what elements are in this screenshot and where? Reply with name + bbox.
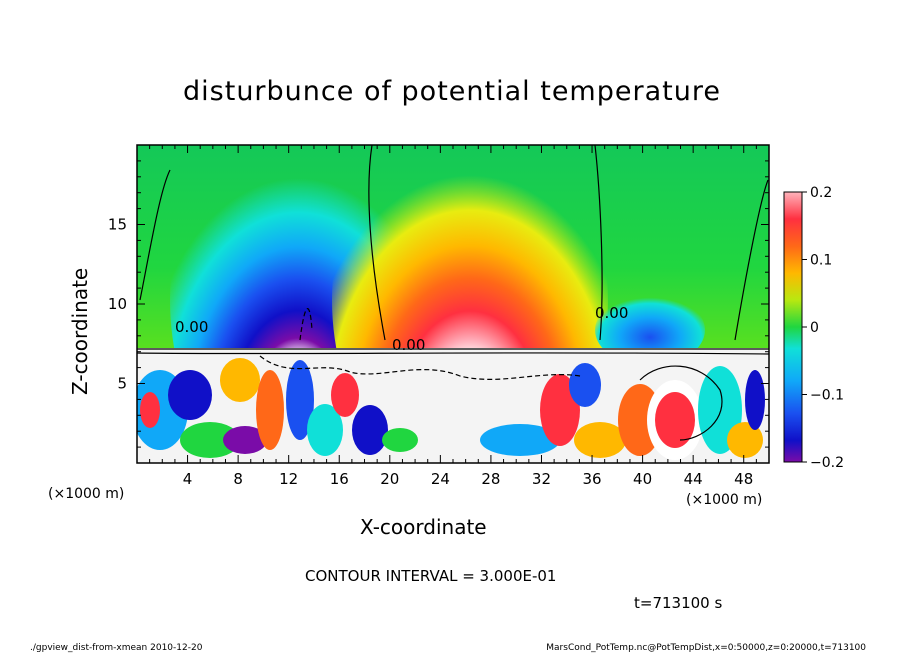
x-unit-right: (×1000 m) (686, 492, 762, 508)
x-tick-label: 20 (380, 470, 399, 488)
y-axis-label: Z-coordinate (68, 267, 92, 395)
contour-label: 0.00 (175, 318, 208, 336)
x-tick-label: 24 (431, 470, 450, 488)
x-tick-label: 12 (279, 470, 298, 488)
x-tick-label: 32 (532, 470, 551, 488)
colorbar-tick-label: −0.2 (810, 455, 844, 471)
footer-left: ./gpview_dist-from-xmean 2010-12-20 (30, 643, 203, 653)
y-axis: 5 10 15 (108, 160, 769, 448)
x-axis-label: X-coordinate (360, 515, 487, 539)
heatmap-field (137, 145, 769, 463)
colorbar-tick-label: 0 (810, 320, 819, 336)
contour-label: 0.00 (595, 304, 628, 322)
y-tick-label: 5 (117, 375, 127, 393)
contour-label: 0.00 (392, 336, 425, 354)
x-unit-left: (×1000 m) (48, 486, 124, 502)
colorbar (783, 191, 803, 463)
colorbar-tick-label: 0.2 (810, 185, 832, 201)
x-tick-label: 40 (633, 470, 652, 488)
footer-right: MarsCond_PotTemp.nc@PotTempDist,x=0:5000… (546, 643, 866, 653)
x-tick-label: 48 (734, 470, 753, 488)
time-label: t=713100 s (634, 594, 723, 612)
x-tick-label: 28 (481, 470, 500, 488)
x-tick-label: 4 (183, 470, 193, 488)
contour-interval-label: CONTOUR INTERVAL = 3.000E-01 (305, 567, 557, 585)
colorbar-tick-label: 0.1 (810, 253, 832, 269)
y-tick-label: 10 (108, 295, 127, 313)
x-tick-label: 8 (233, 470, 243, 488)
chart-title: disturbunce of potential temperature (183, 76, 721, 107)
colorbar-ticks: 0.2 0.1 0 −0.1 −0.2 (802, 185, 844, 471)
turbulent-layer (137, 358, 765, 460)
x-axis: 4 8 12 16 20 24 28 32 36 40 44 48 (149, 145, 757, 488)
x-tick-label: 16 (330, 470, 349, 488)
colorbar-tick-label: −0.1 (810, 388, 844, 404)
y-tick-label: 15 (108, 216, 127, 234)
contour-lines (137, 145, 769, 441)
x-tick-label: 36 (582, 470, 601, 488)
x-tick-label: 44 (684, 470, 703, 488)
